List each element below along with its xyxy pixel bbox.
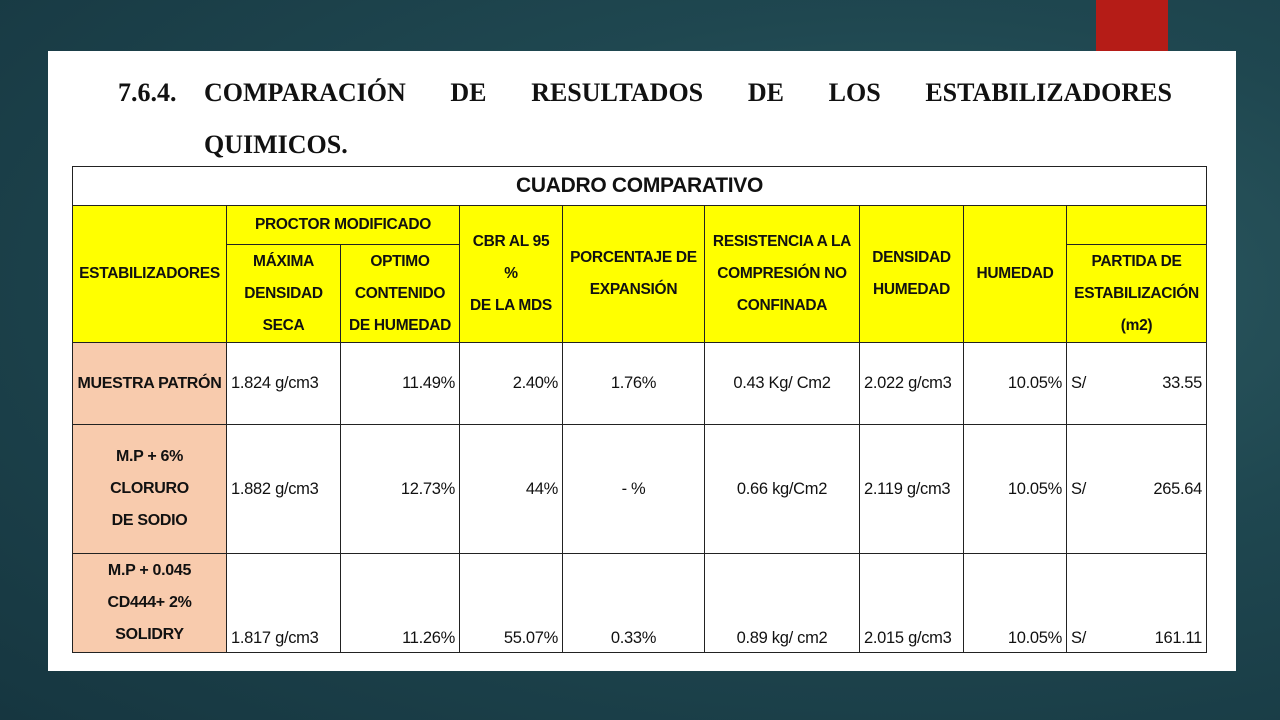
- header-cbr: CBR AL 95 % DE LA MDS: [459, 205, 563, 343]
- cell-max-densidad: 1.882 g/cm3: [226, 424, 341, 554]
- header-humedad: HUMEDAD: [963, 205, 1067, 343]
- header-max-densidad: MÁXIMA DENSIDAD SECA: [226, 244, 341, 343]
- table-row: M.P + 6% CLORURO DE SODIO 1.882 g/cm3 12…: [72, 424, 1208, 554]
- comparison-table: CUADRO COMPARATIVO ESTABILIZADORES PROCT…: [71, 166, 1208, 653]
- cell-cbr: 2.40%: [459, 342, 563, 425]
- cell-max-densidad: 1.824 g/cm3: [226, 342, 341, 425]
- header-expansion: PORCENTAJE DE EXPANSIÓN: [562, 205, 705, 343]
- cell-resistencia: 0.89 kg/ cm2: [704, 553, 860, 653]
- cell-max-densidad: 1.817 g/cm3: [226, 553, 341, 653]
- cell-partida: S/ 33.55: [1065, 342, 1208, 425]
- cell-partida: S/ 161.11: [1065, 553, 1208, 653]
- row-label: MUESTRA PATRÓN: [72, 342, 227, 425]
- cell-optimo: 12.73%: [340, 424, 460, 554]
- partida-amount: 265.64: [1153, 479, 1203, 498]
- table-title: CUADRO COMPARATIVO: [71, 166, 1208, 206]
- header-estabilizadores: ESTABILIZADORES: [72, 205, 227, 343]
- currency-symbol: S/: [1071, 479, 1086, 498]
- slide: 7.6.4. COMPARACIÓN DE RESULTADOS DE LOS …: [48, 51, 1236, 671]
- header-optimo-contenido: OPTIMO CONTENIDO DE HUMEDAD: [340, 244, 460, 343]
- cell-expansion: 0.33%: [562, 553, 705, 653]
- heading-line-2: QUIMICOS.: [204, 130, 348, 159]
- partida-amount: 161.11: [1154, 629, 1203, 647]
- cell-humedad: 10.05%: [963, 342, 1067, 425]
- table-row: M.P + 0.045 CD444+ 2% SOLIDRY 1.817 g/cm…: [72, 553, 1208, 653]
- heading-word: ESTABILIZADORES: [925, 78, 1172, 107]
- red-accent-bar: [1096, 0, 1168, 52]
- cell-cbr: 44%: [459, 424, 563, 554]
- cell-resistencia: 0.66 kg/Cm2: [704, 424, 860, 554]
- heading-word: RESULTADOS: [531, 78, 704, 107]
- cell-humedad: 10.05%: [963, 553, 1067, 653]
- heading-word: DE: [747, 78, 784, 107]
- cell-densidad-humeda: 2.119 g/cm3: [859, 424, 964, 554]
- header-densidad-humeda: DENSIDAD HUMEDAD: [859, 205, 964, 343]
- heading-word: DE: [450, 78, 487, 107]
- heading-line-1: COMPARACIÓN DE RESULTADOS DE LOS ESTABIL…: [204, 67, 1172, 119]
- cell-cbr: 55.07%: [459, 553, 563, 653]
- cell-densidad-humeda: 2.022 g/cm3: [859, 342, 964, 425]
- header-partida: PARTIDA DE ESTABILIZACIÓN (m2): [1065, 244, 1208, 343]
- cell-humedad: 10.05%: [963, 424, 1067, 554]
- header-blank-cell: [1065, 205, 1208, 245]
- cell-partida: S/ 265.64: [1065, 424, 1208, 554]
- cell-optimo: 11.49%: [340, 342, 460, 425]
- cell-resistencia: 0.43 Kg/ Cm2: [704, 342, 860, 425]
- currency-symbol: S/: [1071, 629, 1086, 647]
- header-resistencia: RESISTENCIA A LA COMPRESIÓN NO CONFINADA: [704, 205, 860, 343]
- header-proctor-modificado: PROCTOR MODIFICADO: [226, 205, 460, 245]
- heading-word: COMPARACIÓN: [204, 78, 406, 107]
- cell-optimo: 11.26%: [340, 553, 460, 653]
- section-number: 7.6.4.: [118, 78, 177, 107]
- currency-symbol: S/: [1071, 374, 1086, 392]
- cell-densidad-humeda: 2.015 g/cm3: [859, 553, 964, 653]
- cell-expansion: 1.76%: [562, 342, 705, 425]
- cell-expansion: - %: [562, 424, 705, 554]
- row-label: M.P + 0.045 CD444+ 2% SOLIDRY: [72, 553, 227, 653]
- table-row: MUESTRA PATRÓN 1.824 g/cm3 11.49% 2.40% …: [72, 342, 1208, 425]
- partida-amount: 33.55: [1162, 374, 1203, 392]
- row-label: M.P + 6% CLORURO DE SODIO: [72, 424, 227, 554]
- heading-word: LOS: [828, 78, 881, 107]
